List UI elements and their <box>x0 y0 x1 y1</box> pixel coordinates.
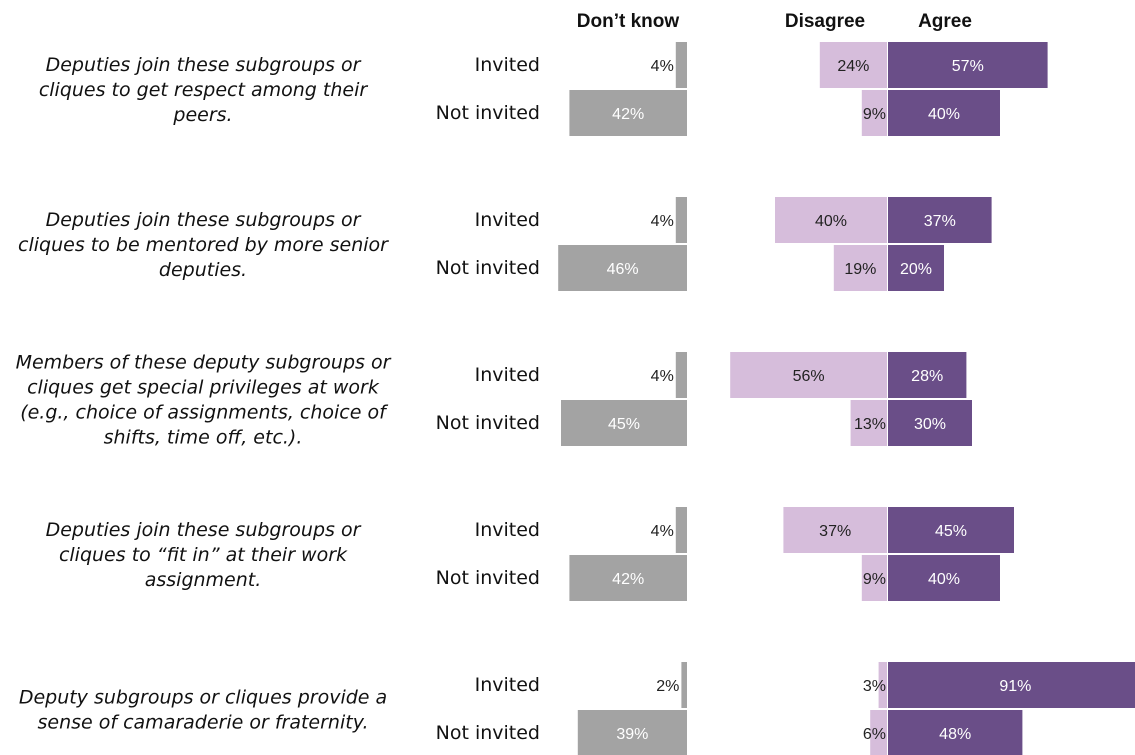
label-agree: 45% <box>935 523 967 540</box>
label-disagree: 37% <box>819 523 851 540</box>
bar-disagree <box>775 197 887 243</box>
bar-dont-know <box>561 400 687 446</box>
group-label: Invited <box>475 364 540 386</box>
statement-line: Deputies join these subgroups or <box>46 54 362 76</box>
bar-dont-know <box>675 352 687 398</box>
bar-disagree <box>833 245 887 291</box>
label-dont-know: 4% <box>651 368 674 385</box>
group-label: Invited <box>475 674 540 696</box>
statement-line: cliques to be mentored by more senior <box>18 234 389 256</box>
statement-line: peers. <box>172 104 232 126</box>
label-disagree: 19% <box>844 261 876 278</box>
group-label: Invited <box>475 519 540 541</box>
bar-disagree <box>783 507 887 553</box>
statement-line: cliques to get respect among their <box>39 79 369 101</box>
group-label: Invited <box>475 54 540 76</box>
header-dont-know: Don’t know <box>577 11 680 32</box>
statement-line: cliques to “fit in” at their work <box>59 544 348 566</box>
label-dont-know: 4% <box>651 523 674 540</box>
bar-disagree <box>861 555 887 601</box>
label-disagree: 9% <box>863 106 886 123</box>
label-agree: 28% <box>911 368 943 385</box>
header-agree: Agree <box>918 11 972 32</box>
label-agree: 40% <box>928 571 960 588</box>
label-disagree: 24% <box>837 58 869 75</box>
bar-agree <box>888 197 992 243</box>
label-disagree: 40% <box>815 213 847 230</box>
bar-disagree <box>730 352 887 398</box>
label-dont-know: 4% <box>651 58 674 75</box>
statement-line: Members of these deputy subgroups or <box>16 352 392 374</box>
statement-line: Deputy subgroups or cliques provide a <box>19 687 387 709</box>
statement-line: Deputies join these subgroups or <box>46 209 362 231</box>
label-dont-know: 39% <box>616 726 648 743</box>
bar-dont-know <box>675 507 687 553</box>
bar-disagree <box>850 400 887 446</box>
label-dont-know: 2% <box>656 678 679 695</box>
bar-agree <box>888 90 1000 136</box>
label-dont-know: 46% <box>607 261 639 278</box>
label-agree: 30% <box>914 416 946 433</box>
bar-dont-know <box>558 245 687 291</box>
bar-agree <box>888 710 1023 755</box>
statement-line: Deputies join these subgroups or <box>46 519 362 541</box>
statement-line: sense of camaraderie or fraternity. <box>37 712 368 734</box>
label-disagree: 56% <box>793 368 825 385</box>
label-agree: 91% <box>999 678 1031 695</box>
statement-line: (e.g., choice of assignments, choice of <box>20 402 389 424</box>
label-dont-know: 45% <box>608 416 640 433</box>
group-label: Not invited <box>436 102 540 124</box>
group-label: Not invited <box>436 567 540 589</box>
bar-agree <box>888 400 972 446</box>
chart-rows: Deputies join these subgroups or cliques … <box>16 42 1135 755</box>
label-dont-know: 42% <box>612 106 644 123</box>
group-label: Not invited <box>436 722 540 744</box>
bar-disagree <box>870 710 887 755</box>
group-label: Not invited <box>436 257 540 279</box>
header-disagree: Disagree <box>785 11 865 32</box>
bar-dont-know <box>569 555 687 601</box>
label-agree: 57% <box>952 58 984 75</box>
statement-line: deputies. <box>159 259 247 281</box>
bar-agree <box>888 352 967 398</box>
label-disagree: 6% <box>863 726 886 743</box>
label-dont-know: 4% <box>651 213 674 230</box>
bar-agree <box>888 507 1014 553</box>
label-agree: 37% <box>924 213 956 230</box>
bar-agree <box>888 662 1135 708</box>
label-dont-know: 42% <box>612 571 644 588</box>
bar-agree <box>888 555 1000 601</box>
bar-dont-know <box>681 662 687 708</box>
bar-disagree <box>878 662 887 708</box>
group-label: Not invited <box>436 412 540 434</box>
label-disagree: 3% <box>863 678 886 695</box>
statement-line: assignment. <box>145 569 262 591</box>
statement-line: cliques get special privileges at work <box>27 377 380 399</box>
bar-dont-know <box>569 90 687 136</box>
bar-disagree <box>861 90 887 136</box>
label-disagree: 9% <box>863 571 886 588</box>
label-agree: 48% <box>939 726 971 743</box>
statement-line: shifts, time off, etc.). <box>104 427 303 449</box>
bar-dont-know <box>675 42 687 88</box>
label-disagree: 13% <box>854 416 886 433</box>
bar-dont-know <box>577 710 687 755</box>
label-agree: 40% <box>928 106 960 123</box>
bar-dont-know <box>675 197 687 243</box>
bar-agree <box>888 245 944 291</box>
bar-disagree <box>819 42 887 88</box>
group-label: Invited <box>475 209 540 231</box>
bar-agree <box>888 42 1048 88</box>
label-agree: 20% <box>900 261 932 278</box>
